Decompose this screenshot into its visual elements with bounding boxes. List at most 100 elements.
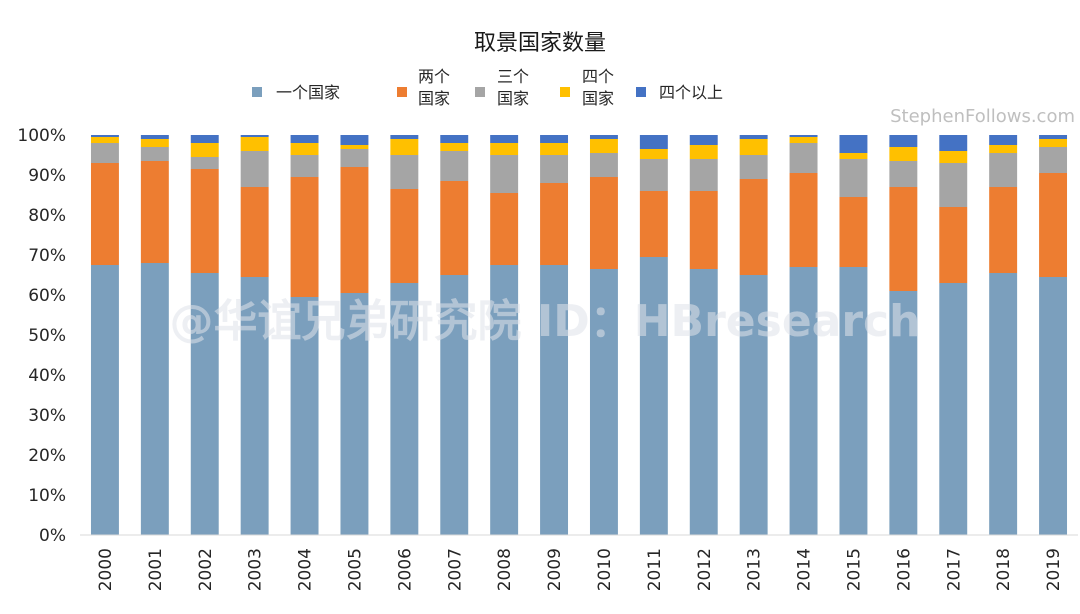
- bar-stack-2005: [340, 135, 369, 535]
- bar-segment-series-4: [789, 137, 818, 143]
- bar-segment-series-3: [440, 151, 469, 181]
- chart-title: 取景国家数量: [474, 31, 606, 56]
- bar-segment-series-1: [140, 263, 169, 535]
- bar-segment-series-2: [290, 177, 319, 297]
- legend-item-5: 四个以上: [636, 83, 723, 102]
- bar-stack-2014: [789, 135, 818, 535]
- x-tick-label: 2016: [894, 548, 914, 591]
- bar-segment-series-4: [90, 137, 119, 143]
- bar-segment-series-2: [689, 191, 718, 269]
- x-tick-label: 2007: [445, 548, 465, 591]
- bar-segment-series-5: [1039, 135, 1068, 139]
- bar-stack-2006: [390, 135, 419, 535]
- bar-stack-2012: [689, 135, 718, 535]
- y-tick-label: 60%: [28, 286, 66, 306]
- bar-segment-series-5: [789, 135, 818, 137]
- bar-segment-series-2: [440, 181, 469, 275]
- bar-segment-series-4: [190, 143, 219, 157]
- bar-segment-series-1: [440, 275, 469, 535]
- bar-segment-series-3: [639, 159, 668, 191]
- bar-segment-series-2: [390, 189, 419, 283]
- bar-segment-series-5: [140, 135, 169, 139]
- bar-stack-2016: [889, 135, 918, 535]
- y-tick-label: 70%: [28, 246, 66, 266]
- legend-label: 一个国家: [276, 83, 340, 102]
- bar-segment-series-1: [90, 265, 119, 535]
- y-tick-label: 20%: [28, 446, 66, 466]
- bar-stack-2017: [939, 135, 968, 535]
- bar-stack-2002: [190, 135, 219, 535]
- bar-segment-series-5: [839, 135, 868, 153]
- bar-segment-series-4: [540, 143, 569, 155]
- bar-segment-series-2: [240, 187, 269, 277]
- bar-segment-series-3: [689, 159, 718, 191]
- legend-label: 两个国家: [418, 67, 450, 108]
- bar-segment-series-2: [490, 193, 519, 265]
- bar-segment-series-2: [989, 187, 1018, 273]
- bar-segment-series-2: [540, 183, 569, 265]
- x-tick-label: 2010: [595, 548, 615, 591]
- bar-segment-series-5: [340, 135, 369, 145]
- bar-segment-series-4: [739, 139, 768, 155]
- bar-segment-series-3: [789, 143, 818, 173]
- x-tick-label: 2011: [645, 548, 665, 591]
- x-tick-label: 2017: [944, 548, 964, 591]
- legend-item-1: 一个国家: [252, 83, 340, 102]
- bar-segment-series-3: [889, 161, 918, 187]
- x-tick-label: 2004: [296, 548, 316, 591]
- x-tick-label: 2008: [495, 548, 515, 591]
- bar-segment-series-1: [989, 273, 1018, 535]
- source-credit: StephenFollows.com: [890, 106, 1075, 127]
- legend-swatch: [252, 87, 262, 97]
- bar-segment-series-1: [540, 265, 569, 535]
- x-tick-label: 2006: [395, 548, 415, 591]
- bar-stack-2011: [639, 135, 668, 535]
- bar-segment-series-2: [1039, 173, 1068, 277]
- bar-stack-2015: [839, 135, 868, 535]
- y-tick-label: 30%: [28, 406, 66, 426]
- bar-stack-2013: [739, 135, 768, 535]
- bar-segment-series-2: [589, 177, 618, 269]
- bar-segment-series-1: [240, 277, 269, 535]
- bar-segment-series-5: [490, 135, 519, 143]
- bar-segment-series-3: [240, 151, 269, 187]
- bar-segment-series-2: [190, 169, 219, 273]
- bar-segment-series-1: [689, 269, 718, 535]
- x-tick-label: 2018: [994, 548, 1014, 591]
- bar-segment-series-3: [540, 155, 569, 183]
- bar-segment-series-1: [1039, 277, 1068, 535]
- bar-segment-series-1: [490, 265, 519, 535]
- bars: [90, 135, 1068, 535]
- bar-segment-series-5: [889, 135, 918, 147]
- bar-segment-series-3: [140, 147, 169, 161]
- legend-swatch: [636, 87, 646, 97]
- x-tick-label: 2001: [146, 548, 166, 591]
- bar-segment-series-5: [190, 135, 219, 143]
- bar-segment-series-4: [889, 147, 918, 161]
- bar-segment-series-4: [1039, 139, 1068, 147]
- bar-segment-series-5: [989, 135, 1018, 145]
- bar-stack-2010: [589, 135, 618, 535]
- bar-segment-series-3: [340, 149, 369, 167]
- x-tick-label: 2005: [345, 548, 365, 591]
- bar-segment-series-3: [490, 155, 519, 193]
- bar-segment-series-3: [290, 155, 319, 177]
- bar-segment-series-1: [639, 257, 668, 535]
- y-tick-label: 80%: [28, 206, 66, 226]
- bar-segment-series-3: [589, 153, 618, 177]
- bar-segment-series-4: [490, 143, 519, 155]
- bar-segment-series-2: [340, 167, 369, 293]
- bar-segment-series-1: [290, 297, 319, 535]
- bar-segment-series-5: [589, 135, 618, 139]
- bar-segment-series-1: [789, 267, 818, 535]
- x-tick-label: 2014: [795, 548, 815, 591]
- bar-segment-series-2: [889, 187, 918, 291]
- legend-label: 三个国家: [497, 67, 529, 108]
- bar-segment-series-2: [939, 207, 968, 283]
- bar-segment-series-1: [939, 283, 968, 535]
- bar-segment-series-5: [639, 135, 668, 149]
- bar-segment-series-4: [989, 145, 1018, 153]
- y-tick-label: 0%: [39, 526, 66, 546]
- legend-item-3: 三个国家: [475, 67, 529, 108]
- legend-item-4: 四个国家: [560, 67, 614, 108]
